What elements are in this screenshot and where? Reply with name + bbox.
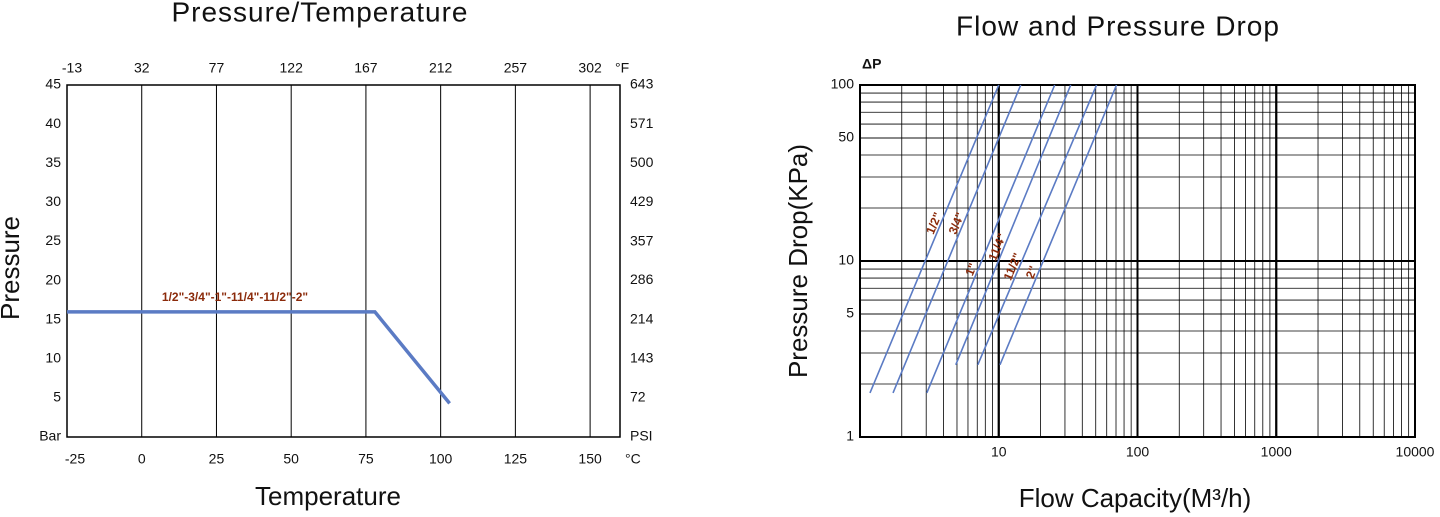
y2-tick-label: 500 [630,154,654,170]
y-tick-label: 20 [45,271,61,287]
series-line [892,84,1022,394]
series-label: 11/2" [1001,251,1025,283]
y2-tick-label: 643 [630,76,654,92]
x-unit: °C [625,451,641,467]
x-tick-label: 0 [138,451,146,467]
x-axis-label: Temperature [255,481,401,511]
y-tick-label: 1 [846,428,854,444]
x2-tick-label: 257 [504,60,528,76]
series-label: 2" [1023,264,1041,281]
x2-tick-label: 167 [354,60,378,76]
y-tick-label: 25 [45,232,61,248]
y-axis-label: Pressure Drop(KPa) [783,144,813,378]
x2-tick-label: -13 [62,60,82,76]
y2-unit: PSI [630,428,653,444]
x-tick-label: 1000 [1261,444,1292,460]
series-line [869,84,1000,394]
series-line [67,310,451,405]
series-label: 11/4" [985,231,1009,263]
y-tick-label: 100 [831,76,855,92]
x-tick-label: 10000 [1396,444,1435,460]
x2-tick-label: 302 [578,60,602,76]
y-axis-label: Pressure [0,216,25,320]
x-tick-label: 100 [429,451,453,467]
x-tick-label: 100 [1126,444,1150,460]
x2-tick-label: 212 [429,60,453,76]
series-line [999,84,1118,366]
x-tick-label: 125 [504,451,528,467]
x-tick-label: 150 [578,451,602,467]
plot-frame [66,84,621,438]
series-label: 3/4" [946,210,968,236]
y2-tick-label: 143 [630,349,654,365]
series-line [955,84,1072,366]
y2-tick-label: 286 [630,271,654,287]
y-tick-label: 5 [846,305,854,321]
x-tick-label: 75 [358,451,374,467]
x2-tick-label: 77 [209,60,225,76]
y-tick-label: 10 [838,252,854,268]
y-tick-label: 10 [45,349,61,365]
y-tick-label: 35 [45,154,61,170]
x-tick-label: 10 [991,444,1007,460]
x2-unit: °F [615,60,629,76]
plot-frame [859,84,1416,438]
x-tick-label: -25 [65,451,85,467]
y-tick-label: 40 [45,115,61,131]
y-tick-label: 15 [45,310,61,326]
series-line [977,84,1098,366]
x-axis-label: Flow Capacity(M³/h) [1019,483,1252,513]
y-unit: ΔP [862,56,881,72]
y-tick-label: 45 [45,76,61,92]
series-label: 1" [962,261,980,278]
series-label: 1/2"-3/4"-1"-11/4"-11/2"-2" [162,290,308,304]
series-line [926,84,1056,394]
y-tick-label: 5 [53,389,61,405]
x2-tick-label: 32 [134,60,150,76]
y2-tick-label: 429 [630,193,654,209]
y2-tick-label: 214 [630,311,654,327]
y-tick-label: 50 [838,129,854,145]
chart-title: Pressure/Temperature [171,0,468,27]
y-tick-label: 30 [45,193,61,209]
y2-tick-label: 72 [630,388,646,404]
y2-tick-label: 571 [630,115,654,131]
y2-tick-label: 357 [630,232,654,248]
x2-tick-label: 122 [280,60,304,76]
y-unit: Bar [39,428,61,444]
x-tick-label: 25 [209,451,225,467]
chart-title: Flow and Pressure Drop [956,10,1280,41]
x-tick-label: 50 [283,451,299,467]
